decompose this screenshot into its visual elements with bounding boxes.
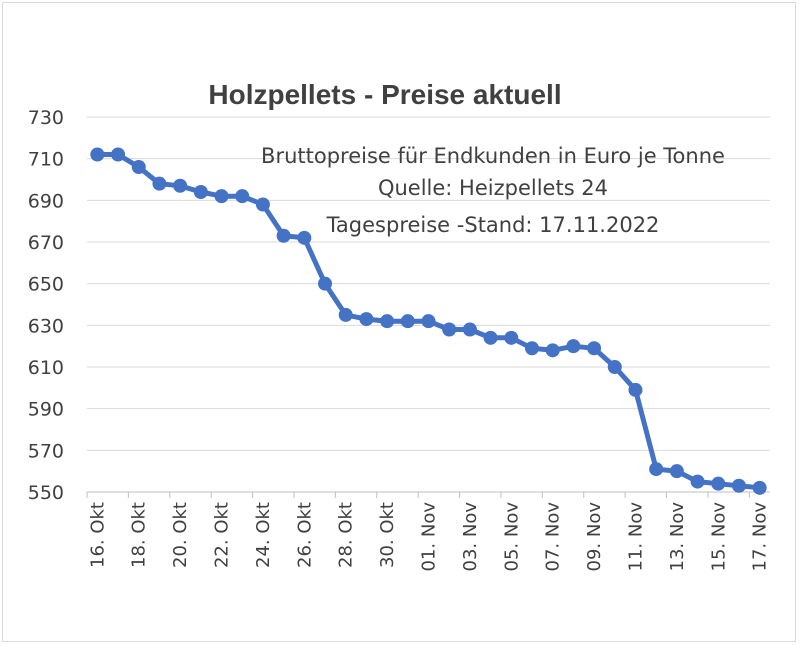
data-point — [711, 476, 726, 491]
data-point — [628, 382, 643, 397]
series-line-group — [90, 147, 767, 495]
data-point — [524, 341, 539, 356]
x-tick-label: 07. Nov — [543, 502, 564, 572]
x-tick-label: 22. Okt — [212, 502, 233, 568]
x-tick-label: 01. Nov — [419, 502, 440, 572]
y-tick-label: 690 — [28, 190, 64, 212]
x-tick-label: 15. Nov — [708, 502, 729, 572]
y-tick-label: 630 — [28, 315, 64, 337]
data-point — [400, 314, 415, 329]
y-tick-label: 730 — [28, 107, 64, 129]
data-point — [131, 160, 146, 174]
data-point — [380, 314, 395, 329]
data-point — [338, 307, 353, 322]
data-point — [731, 478, 746, 493]
data-point — [442, 322, 457, 337]
y-tick-labels: 730 710 690 670 650 630 610 590 570 550 — [28, 107, 64, 504]
y-tick-label: 670 — [28, 232, 64, 254]
x-tick-labels: 16. Okt 18. Okt 20. Okt 22. Okt 24. Okt 26. O… — [87, 502, 770, 572]
x-axis — [86, 491, 770, 498]
y-tick-label: 710 — [28, 149, 64, 171]
x-tick-label: 26. Okt — [294, 502, 315, 568]
x-tick-label: 13. Nov — [667, 502, 688, 572]
x-tick-label: 24. Okt — [253, 502, 274, 568]
data-point — [359, 312, 374, 327]
x-tick-label: 16. Okt — [87, 502, 108, 568]
x-tick-label: 09. Nov — [584, 502, 605, 572]
data-point — [607, 360, 622, 374]
data-point — [669, 464, 684, 479]
x-tick-label: 03. Nov — [460, 502, 481, 572]
data-point — [276, 228, 291, 243]
x-tick-label: 11. Nov — [625, 502, 646, 572]
y-tick-label: 590 — [28, 399, 64, 421]
data-point — [752, 480, 767, 495]
x-tick-label: 30. Okt — [377, 502, 398, 568]
data-point — [566, 339, 581, 354]
data-point — [483, 330, 498, 345]
annotation-line-3: Tagespreise -Stand: 17.11.2022 — [326, 213, 660, 237]
data-point — [235, 189, 250, 204]
x-tick-label: 28. Okt — [336, 502, 357, 568]
y-tick-label: 570 — [28, 440, 64, 462]
data-point — [255, 197, 270, 212]
annotation-line-2: Quelle: Heizpellets 24 — [378, 176, 608, 200]
data-point — [587, 341, 602, 356]
x-tick-label: 05. Nov — [501, 502, 522, 572]
y-tick-label: 650 — [28, 274, 64, 296]
data-point — [649, 462, 664, 477]
y-tick-label: 550 — [28, 482, 64, 504]
data-point — [421, 314, 436, 329]
chart-title: Holzpellets - Preise aktuell — [208, 79, 561, 110]
x-tick-label: 18. Okt — [129, 502, 150, 568]
data-point — [90, 147, 105, 162]
data-point — [297, 230, 312, 245]
data-point — [318, 276, 333, 291]
x-tick-label: 17. Nov — [750, 502, 771, 572]
data-point — [462, 322, 477, 337]
annotation-line-1: Bruttopreise für Endkunden in Euro je To… — [261, 144, 725, 168]
data-point — [173, 178, 188, 193]
y-tick-label: 610 — [28, 357, 64, 379]
data-point — [545, 343, 560, 358]
data-point — [152, 176, 167, 191]
data-point — [504, 330, 519, 345]
data-point — [214, 189, 229, 204]
data-point — [111, 147, 126, 162]
x-tick-label: 20. Okt — [170, 502, 191, 568]
data-point — [690, 474, 705, 489]
data-point — [193, 185, 208, 199]
